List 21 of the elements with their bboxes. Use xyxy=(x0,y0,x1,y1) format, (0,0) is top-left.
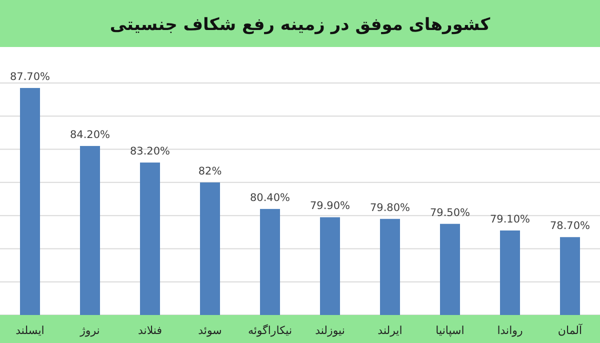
data-label: 87.70% xyxy=(10,70,50,83)
x-tick-label: نیوزلند xyxy=(315,324,345,337)
data-label: 79.50% xyxy=(430,206,470,219)
x-tick-label: رواندا xyxy=(497,324,523,337)
data-label: 82% xyxy=(198,165,222,178)
title: کشورهای موفق در زمینه رفع شکاف جنسیتی xyxy=(110,15,490,35)
data-label: 83.20% xyxy=(130,146,170,158)
x-tick-label: ایسلند xyxy=(16,324,44,337)
data-label: 79.80% xyxy=(370,202,410,214)
x-tick-label: سوئد xyxy=(198,324,222,337)
x-tick-label: ایرلند xyxy=(378,324,402,337)
data-label: 79.90% xyxy=(310,200,350,212)
data-label: 79.10% xyxy=(490,213,530,226)
data-label: 78.70% xyxy=(550,220,590,232)
data-label: 84.20% xyxy=(70,128,110,141)
data-label: 80.40% xyxy=(250,192,290,204)
x-tick-label: فنلاند xyxy=(138,324,162,337)
x-tick-label: آلمان xyxy=(558,324,582,337)
x-tick-label: اسپانیا xyxy=(436,324,464,337)
x-tick-label: نروژ xyxy=(80,324,100,337)
x-tick-label: نیکاراگوئه xyxy=(248,324,292,337)
